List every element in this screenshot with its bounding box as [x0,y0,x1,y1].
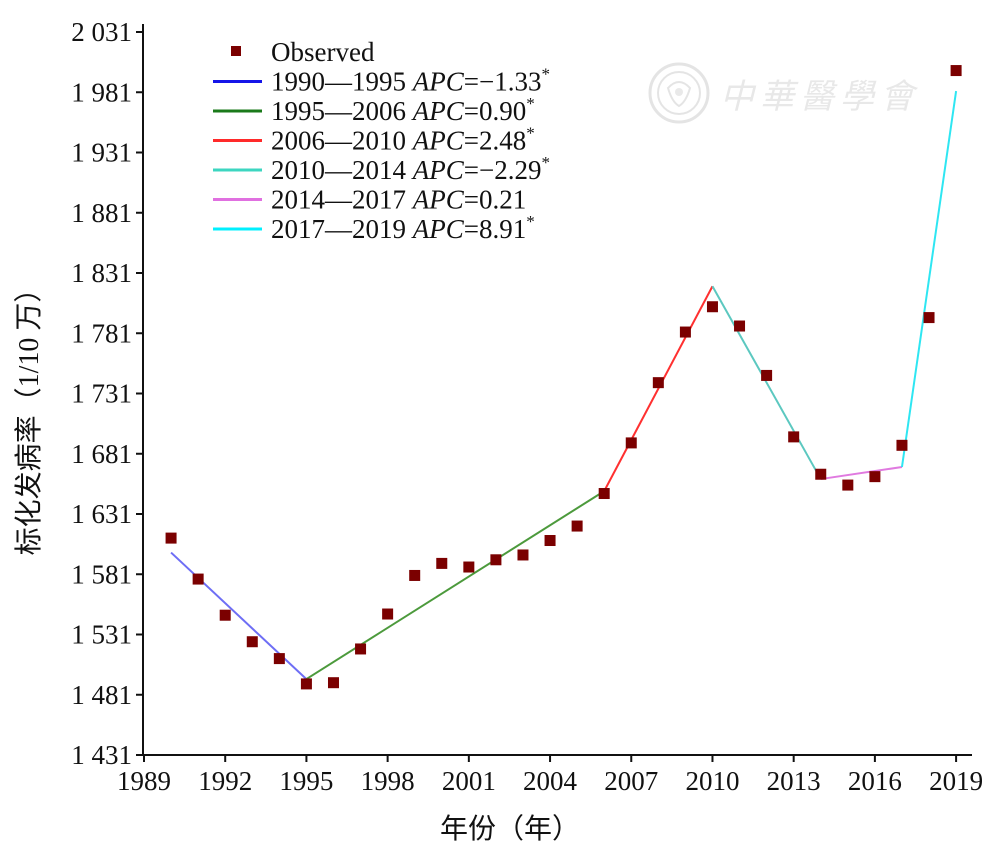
observed-point [463,561,475,573]
x-tick-label: 1992 [198,766,252,796]
x-tick-label: 2007 [604,766,658,796]
legend-label-6: 2017—2019 APC=8.91* [271,212,535,244]
trend-segment-2014-2017 [820,466,903,481]
observed-point [950,65,962,77]
observed-point [815,468,827,480]
trend-segment-1990-1995 [170,551,308,680]
society-seal-icon [648,62,710,124]
y-tick-label: 1 681 [71,439,132,469]
x-tick-label: 1995 [279,766,333,796]
x-axis-title: 年份（年） [440,813,580,845]
observed-point [761,369,773,381]
observed-point [923,312,935,324]
observed-point [544,535,556,547]
observed-point [734,320,746,332]
x-tick-label: 1989 [117,766,171,796]
observed-point [706,301,718,313]
observed-point [490,554,502,566]
y-axis-ticks: 1 431 1 481 1 531 1 581 1 631 1 681 1 731 1 781… [71,17,143,770]
observed-point [246,636,258,648]
observed-point [598,488,610,500]
legend-label-4: 2010—2014 APC=−2.29* [271,153,550,185]
axes [142,24,972,756]
observed-point [436,557,448,569]
observed-point [869,471,881,483]
observed-point [842,479,854,491]
trend-segment-1995-2006 [305,490,605,680]
y-axis-title: 标化发病率（1/10 万） [13,275,45,556]
legend-label-1: 1990—1995 APC=−1.33* [271,65,550,97]
legend-label-2: 1995—2006 APC=0.90* [271,94,535,126]
observed-point [273,653,285,665]
trend-segment-2017-2019 [900,90,958,468]
y-tick-label: 1 731 [71,379,132,409]
observed-point [788,431,800,443]
y-tick-label: 1 781 [71,318,132,348]
trend-segment-2006-2010 [603,285,714,492]
observed-points [165,65,962,690]
x-tick-label: 2010 [685,766,739,796]
y-tick-label: 1 581 [71,559,132,589]
observed-point [192,573,204,585]
observed-point [382,608,394,620]
y-tick-label: 1 631 [71,499,132,529]
legend-label-5: 2014—2017 APC=0.21 [271,185,526,215]
legend-label-observed: Observed [271,37,375,67]
observed-point [409,569,421,581]
observed-point [679,326,691,338]
y-tick-label: 1 531 [71,620,132,650]
y-tick-label: 2 031 [71,17,132,47]
y-tick-label: 1 931 [71,138,132,168]
x-tick-label: 2013 [767,766,821,796]
legend-marker-observed [231,46,241,56]
observed-point [652,377,664,389]
observed-point [896,439,908,451]
observed-point [165,532,177,544]
x-tick-label: 2004 [523,766,578,796]
x-tick-label: 1998 [361,766,415,796]
x-axis-ticks: 1989 1992 1995 1998 2001 2004 2007 2010 2013 2016… [117,755,983,796]
watermark-text: 中華醫學會 [720,76,920,117]
observed-point [327,677,339,689]
trend-segment-2010-2014 [711,285,822,480]
observed-point [625,437,637,449]
legend-label-3: 2006—2010 APC=2.48* [271,124,535,156]
watermark: 中華醫學會 [648,62,920,124]
observed-point [355,643,367,655]
observed-point [219,609,231,621]
y-tick-label: 1 981 [71,77,132,107]
observed-point [300,678,312,690]
x-tick-label: 2016 [848,766,902,796]
y-tick-label: 1 831 [71,258,132,288]
observed-point [517,549,529,561]
y-tick-label: 1 881 [71,198,132,228]
x-tick-label: 2019 [929,766,983,796]
observed-point [571,520,583,532]
y-tick-label: 1 431 [71,740,132,770]
y-tick-label: 1 481 [71,680,132,710]
x-tick-label: 2001 [442,766,496,796]
